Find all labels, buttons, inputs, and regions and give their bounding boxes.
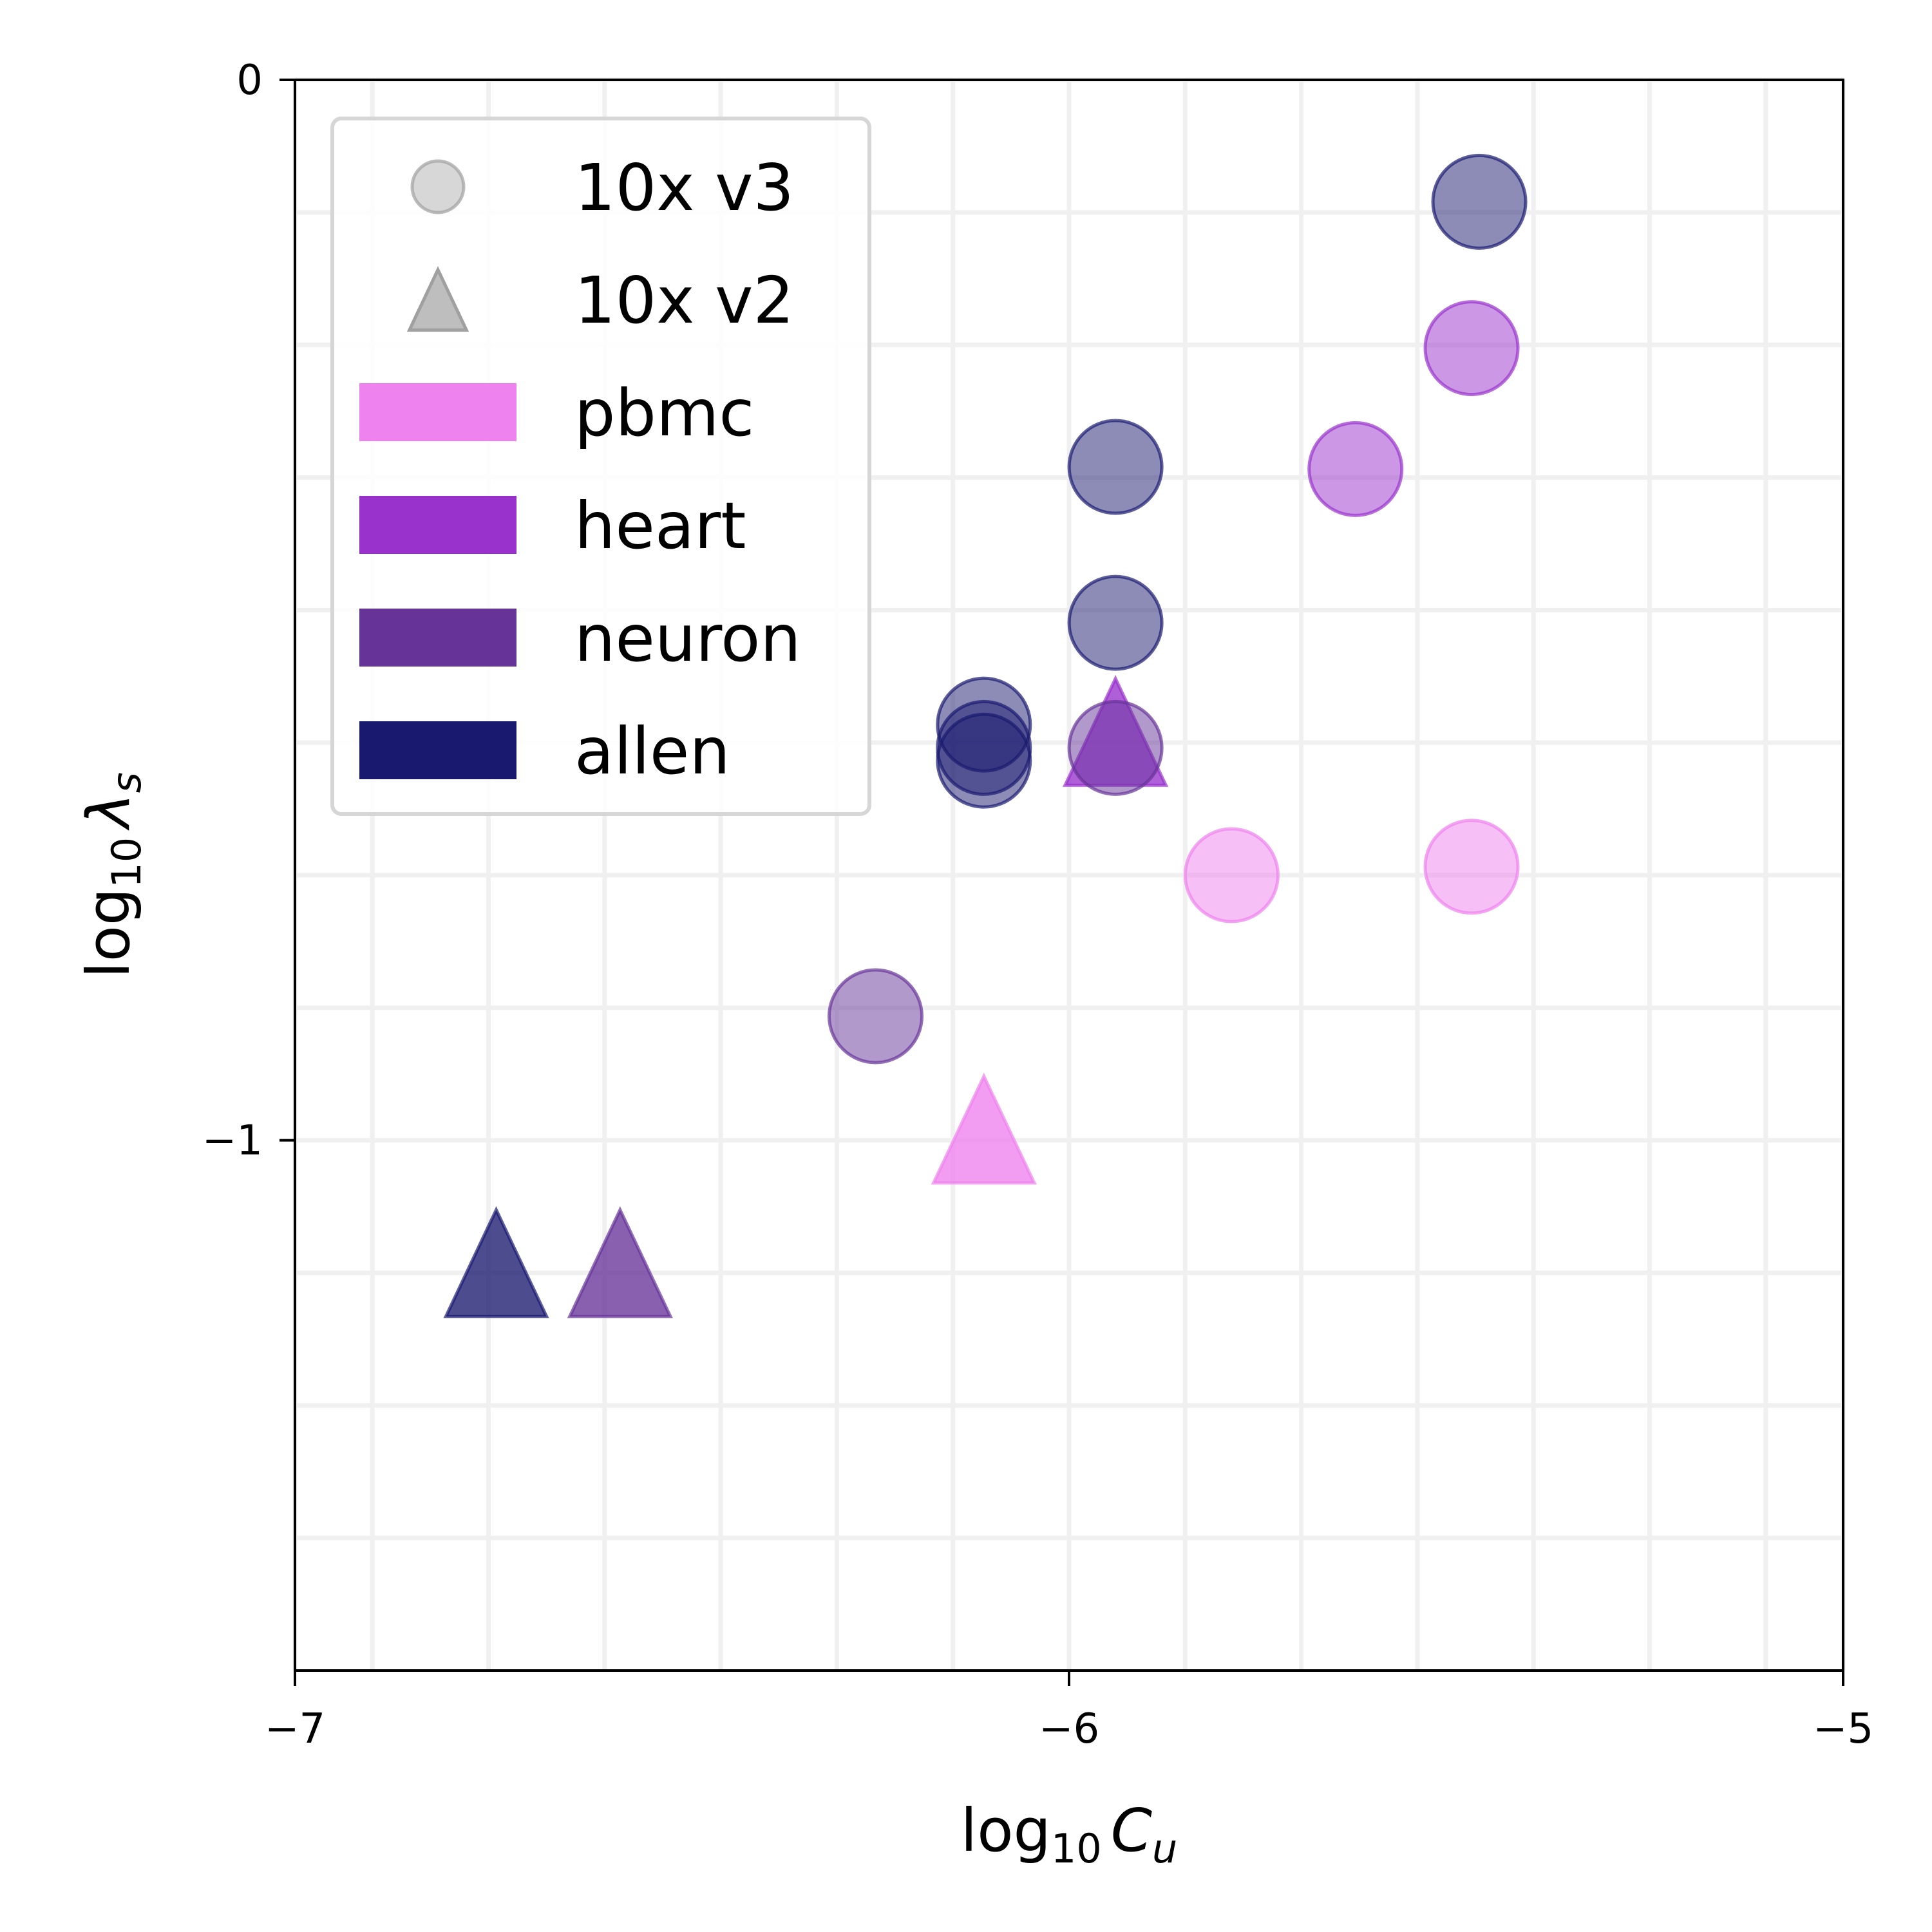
allen-v3-point xyxy=(1067,419,1164,515)
allen-v3-point xyxy=(1431,153,1528,250)
legend: 10x v3 10x v2 pbmc heart neuron allen xyxy=(330,117,871,816)
legend-swatch-heart xyxy=(359,496,516,554)
heart-v3-point xyxy=(1307,421,1404,517)
x-tick-label: −6 xyxy=(1039,1705,1099,1753)
x-axis-label-base: log xyxy=(961,1796,1051,1865)
x-axis-label-symbol-subscript: u xyxy=(1152,1825,1177,1872)
data-points xyxy=(443,153,1528,1318)
legend-marker-label: 10x v3 xyxy=(574,150,794,225)
legend-swatch-neuron xyxy=(359,609,516,667)
legend-label-neuron: neuron xyxy=(574,601,801,676)
legend-circle-marker xyxy=(410,159,466,214)
pbmc-v3-point xyxy=(1183,827,1280,923)
pbmc-v3-point xyxy=(1423,819,1520,915)
legend-marker-label: 10x v2 xyxy=(574,263,794,338)
y-axis-label: log10 λs xyxy=(74,772,150,978)
y-axis-label-symbol-subscript: s xyxy=(103,772,150,793)
allen-v2-point xyxy=(443,1206,549,1318)
pbmc-v2-point xyxy=(931,1072,1037,1185)
axis-ticks: −7 −6 −5 0 −1 xyxy=(202,57,1874,1753)
y-tick-label: −1 xyxy=(202,1117,263,1165)
y-axis-label-subscript: 10 xyxy=(103,837,150,888)
allen-v3-point xyxy=(1067,574,1164,671)
x-tick-label: −5 xyxy=(1813,1705,1873,1753)
heart-v3-point xyxy=(1423,300,1520,397)
x-axis-label-symbol: C xyxy=(1111,1796,1152,1865)
legend-swatch-pbmc xyxy=(359,383,516,441)
x-axis-label: log10 Cu xyxy=(961,1796,1178,1872)
legend-swatch-allen xyxy=(359,721,516,779)
legend-label-heart: heart xyxy=(574,488,746,564)
y-axis-label-base: log xyxy=(74,888,143,978)
allen-v3-point xyxy=(936,712,1032,809)
x-axis-label-subscript: 10 xyxy=(1051,1825,1102,1872)
legend-triangle-marker xyxy=(406,265,469,332)
y-tick-label: 0 xyxy=(236,57,263,104)
neuron-v2-point xyxy=(567,1206,673,1318)
legend-label-pbmc: pbmc xyxy=(574,375,754,451)
neuron-v3-point xyxy=(828,968,923,1065)
legend-label-allen: allen xyxy=(574,714,730,789)
neuron-v3-point xyxy=(1067,699,1164,796)
y-axis-label-symbol: λ xyxy=(74,793,143,831)
x-tick-label: −7 xyxy=(265,1705,325,1753)
